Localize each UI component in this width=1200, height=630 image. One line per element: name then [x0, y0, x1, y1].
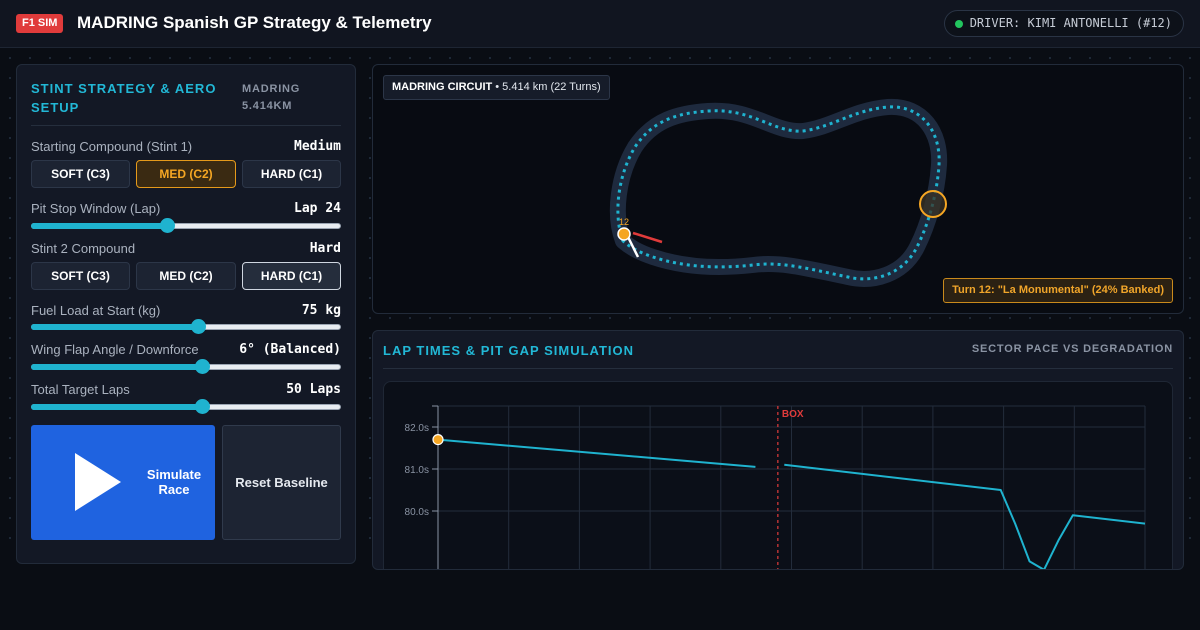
slider-thumb[interactable] — [191, 319, 207, 334]
fuel-slider[interactable] — [31, 318, 341, 334]
pit-window-value: Lap 24 — [294, 201, 341, 216]
stint1-value: Medium — [294, 139, 341, 154]
chart-title: LAP TIMES & PIT GAP SIMULATION — [383, 343, 635, 358]
circuit-info-tag: MADRING CIRCUIT • 5.414 km (22 Turns) — [383, 75, 610, 100]
stint2-value: Hard — [309, 241, 341, 256]
pit-window-slider[interactable] — [31, 217, 341, 233]
turn-info-tag: Turn 12: "La Monumental" (24% Banked) — [943, 278, 1173, 303]
fuel-value: 75 kg — [301, 303, 341, 318]
car-number-label: 12 — [619, 217, 629, 227]
laps-value: 50 Laps — [286, 382, 341, 397]
laps-slider[interactable] — [31, 398, 341, 414]
slider-thumb[interactable] — [160, 218, 176, 233]
current-lap-marker — [432, 433, 444, 446]
y-tick-label: 80.0s — [405, 507, 429, 518]
lap-time-chart: 82.0s 81.0s 80.0s BOX — [383, 381, 1173, 569]
stint2-label: Stint 2 Compound — [31, 241, 136, 256]
laps-label: Total Target Laps — [31, 382, 130, 397]
wing-slider[interactable] — [31, 358, 341, 374]
circuit-detail: • 5.414 km (22 Turns) — [492, 81, 601, 93]
reset-baseline-button[interactable]: Reset Baseline — [222, 425, 341, 540]
app-badge: F1 SIM — [16, 14, 64, 33]
play-icon — [75, 453, 121, 511]
chart-subtitle: SECTOR PACE VS DEGRADATION — [971, 343, 1173, 355]
y-tick-label: 81.0s — [405, 465, 429, 476]
panel-subtitle: MADRING 5.414KM — [242, 83, 301, 112]
app-title: MADRING Spanish GP Strategy & Telemetry — [77, 13, 432, 32]
car-heading-marker — [626, 236, 640, 258]
racing-line — [616, 105, 941, 281]
pit-box-label: BOX — [782, 409, 804, 420]
track-map-panel: 12 MADRING CIRCUIT • 5.414 km (22 Turns)… — [372, 64, 1184, 314]
stint2-soft-button[interactable]: SOFT (C3) — [31, 262, 130, 290]
car-marker[interactable] — [617, 227, 631, 241]
wing-value: 6° (Balanced) — [239, 342, 341, 357]
simulate-race-button[interactable]: Simulate Race — [31, 425, 215, 540]
app-header: F1 SIM MADRING Spanish GP Strategy & Tel… — [0, 0, 1200, 48]
panel-title: STINT STRATEGY & AERO SETUP — [31, 81, 217, 115]
track-outline — [609, 98, 948, 287]
lap-time-line — [437, 438, 756, 468]
stint1-hard-button[interactable]: HARD (C1) — [242, 160, 341, 188]
simulate-race-label: Simulate Race — [146, 467, 202, 497]
driver-label: DRIVER: KIMI ANTONELLI (#12) — [969, 16, 1172, 30]
stint2-hard-button[interactable]: HARD (C1) — [242, 262, 341, 290]
divider — [383, 368, 1173, 369]
fuel-label: Fuel Load at Start (kg) — [31, 303, 161, 318]
lap-times-panel: LAP TIMES & PIT GAP SIMULATION SECTOR PA… — [372, 330, 1184, 570]
strategy-panel: STINT STRATEGY & AERO SETUP MADRING 5.41… — [16, 64, 356, 564]
circuit-name: MADRING CIRCUIT — [392, 81, 493, 93]
pit-window-label: Pit Stop Window (Lap) — [31, 201, 161, 216]
online-status-icon — [954, 19, 963, 28]
turn-12-highlight[interactable] — [919, 190, 947, 218]
stint1-soft-button[interactable]: SOFT (C3) — [31, 160, 130, 188]
divider — [31, 125, 341, 126]
stint1-label: Starting Compound (Stint 1) — [31, 139, 193, 154]
slider-thumb[interactable] — [194, 399, 210, 414]
wing-label: Wing Flap Angle / Downforce — [31, 342, 199, 357]
lap-time-chart-svg: 82.0s 81.0s 80.0s BOX — [405, 405, 1146, 569]
slider-thumb[interactable] — [194, 359, 210, 374]
stint1-medium-button[interactable]: MED (C2) — [136, 160, 236, 188]
driver-status: DRIVER: KIMI ANTONELLI (#12) — [943, 10, 1184, 37]
y-tick-label: 82.0s — [405, 423, 429, 434]
track-map: 12 — [609, 98, 948, 287]
lap-time-line — [784, 463, 1146, 569]
stint2-medium-button[interactable]: MED (C2) — [136, 262, 236, 290]
start-finish-line — [632, 231, 663, 244]
